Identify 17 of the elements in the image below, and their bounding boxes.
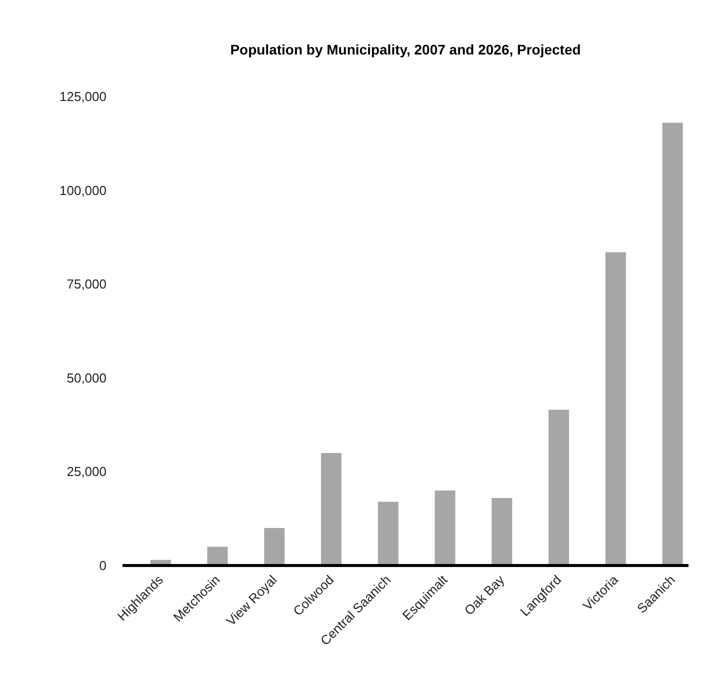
y-tick-label: 125,000: [60, 89, 107, 104]
bar: [492, 498, 512, 566]
chart-title: Population by Municipality, 2007 and 2026, Projected: [230, 42, 581, 58]
y-tick-label: 75,000: [66, 276, 107, 292]
bar: [378, 502, 398, 566]
y-tick-label: 0: [99, 558, 107, 573]
bar: [321, 452, 342, 566]
x-tick-label: Oak Bay: [461, 572, 508, 618]
bar: [207, 546, 228, 566]
bar: [434, 490, 456, 566]
bar: [662, 122, 683, 566]
bar: [548, 410, 570, 566]
bar: [264, 528, 285, 566]
y-tick-label: 100,000: [60, 182, 107, 198]
y-tick-label: 25,000: [66, 464, 107, 480]
bar: [605, 252, 626, 566]
y-tick-label: 50,000: [66, 370, 107, 386]
